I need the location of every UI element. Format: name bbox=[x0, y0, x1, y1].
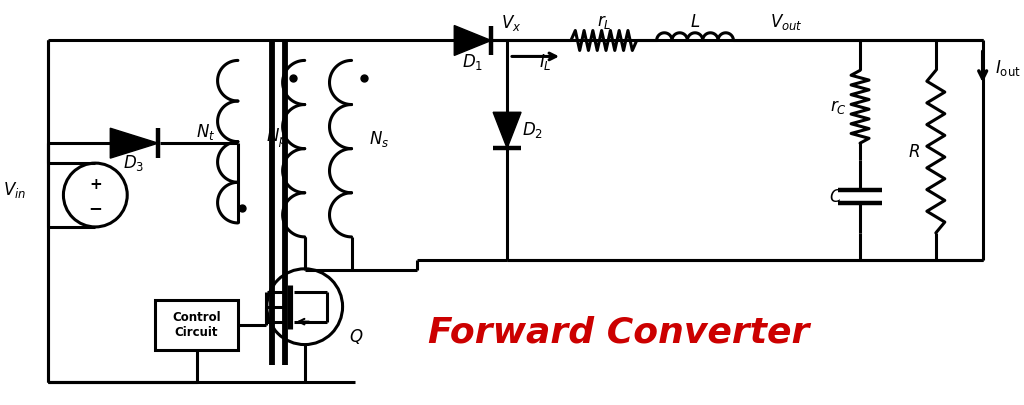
Text: $L$: $L$ bbox=[690, 13, 700, 30]
Text: $V_{out}$: $V_{out}$ bbox=[770, 11, 803, 32]
Text: Circuit: Circuit bbox=[175, 326, 218, 339]
Text: $r_C$: $r_C$ bbox=[829, 98, 847, 116]
Text: Forward Converter: Forward Converter bbox=[428, 315, 809, 350]
Text: $I_L$: $I_L$ bbox=[539, 52, 551, 72]
Text: Control: Control bbox=[172, 311, 221, 324]
Text: $V_{in}$: $V_{in}$ bbox=[3, 180, 27, 200]
Text: $N_s$: $N_s$ bbox=[370, 129, 389, 149]
Text: $D_2$: $D_2$ bbox=[522, 120, 544, 140]
Text: $D_3$: $D_3$ bbox=[123, 153, 143, 173]
Text: $I_{\rm out}$: $I_{\rm out}$ bbox=[994, 58, 1021, 79]
Text: $N_p$: $N_p$ bbox=[266, 127, 288, 150]
Text: +: + bbox=[89, 177, 101, 192]
Text: $C$: $C$ bbox=[828, 188, 842, 205]
FancyBboxPatch shape bbox=[156, 300, 238, 350]
Polygon shape bbox=[494, 112, 521, 148]
Polygon shape bbox=[455, 26, 492, 55]
Text: $r_L$: $r_L$ bbox=[597, 13, 611, 30]
Text: $Q$: $Q$ bbox=[348, 327, 362, 346]
Polygon shape bbox=[111, 128, 158, 158]
Text: $D_1$: $D_1$ bbox=[462, 52, 482, 72]
Text: $R$: $R$ bbox=[908, 143, 920, 161]
Text: $V_x$: $V_x$ bbox=[501, 13, 521, 32]
Text: −: − bbox=[88, 199, 102, 217]
Text: $N_t$: $N_t$ bbox=[197, 122, 216, 142]
